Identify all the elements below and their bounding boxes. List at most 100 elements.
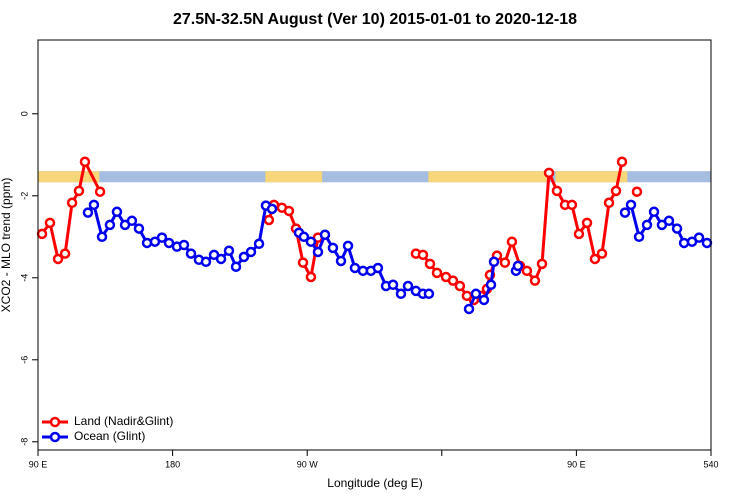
point (543, 167, 555, 179)
point (263, 214, 275, 226)
point (178, 239, 190, 251)
point (551, 185, 563, 197)
point (499, 257, 511, 268)
point (104, 219, 116, 231)
point (402, 280, 414, 292)
point (185, 248, 197, 259)
legend-marker (49, 431, 61, 443)
point (417, 249, 429, 261)
legend-label: Land (Nadir&Glint) (74, 414, 173, 428)
point (245, 246, 257, 258)
plot-frame (37, 39, 712, 451)
legend-marker (49, 416, 61, 428)
point (701, 237, 713, 249)
point (238, 251, 250, 263)
point (200, 256, 212, 268)
point (678, 237, 690, 249)
ocean-band (38, 171, 711, 183)
point (94, 186, 106, 197)
chart-title: 27.5N-32.5N August (Ver 10) 2015-01-01 t… (173, 11, 577, 28)
point (283, 205, 295, 217)
land-band (555, 171, 628, 183)
point (156, 232, 168, 243)
point (223, 245, 235, 256)
point (596, 248, 608, 259)
series (82, 199, 713, 315)
point (305, 236, 317, 247)
point (463, 303, 475, 315)
point (335, 255, 347, 267)
point (529, 275, 541, 286)
point (88, 199, 100, 211)
point (454, 280, 466, 292)
point (36, 228, 48, 240)
legend-label: Ocean (Glint) (74, 429, 145, 443)
point (79, 156, 91, 168)
point (133, 223, 145, 234)
series-line (42, 162, 637, 300)
point (424, 258, 436, 270)
point (633, 231, 645, 243)
y-axis-label: XCO2 - MLO trend (ppm) (0, 178, 13, 313)
point (619, 207, 631, 218)
point (648, 206, 660, 218)
point (387, 279, 399, 291)
point (126, 215, 138, 227)
y-tick-label: -8 (19, 438, 29, 446)
point (327, 242, 339, 254)
point (59, 248, 71, 259)
x-tick-label: 90 E (29, 459, 48, 469)
point (253, 238, 265, 250)
land-band (38, 171, 100, 183)
point (566, 199, 578, 211)
point (372, 262, 384, 274)
series (38, 158, 641, 304)
point (66, 197, 78, 209)
point (431, 267, 443, 279)
point (111, 206, 123, 218)
point (536, 258, 548, 270)
point (319, 229, 331, 240)
y-tick-label: -4 (19, 274, 29, 282)
x-tick-label: 540 (703, 459, 718, 469)
point (305, 271, 317, 283)
point (395, 288, 407, 300)
point (447, 275, 459, 286)
point (298, 231, 310, 243)
point (141, 237, 153, 249)
x-tick-label: 180 (165, 459, 180, 469)
x-axis-label: Longitude (deg E) (327, 476, 422, 490)
point (342, 240, 354, 252)
y-tick-label: -6 (19, 356, 29, 364)
point (616, 156, 628, 168)
x-tick-label: 90 W (297, 459, 319, 469)
point (478, 294, 490, 306)
point (312, 246, 324, 258)
point (506, 236, 518, 247)
y-tick-label: -2 (19, 192, 29, 200)
land-band (428, 171, 548, 183)
point (581, 217, 593, 229)
land-band (265, 171, 323, 183)
point (610, 185, 622, 197)
point (52, 253, 64, 265)
point (163, 237, 175, 249)
point (44, 217, 56, 229)
point (625, 199, 637, 211)
point (641, 219, 653, 231)
point (631, 186, 643, 197)
point (297, 257, 309, 268)
point (82, 207, 94, 218)
point (96, 231, 108, 243)
point (589, 253, 601, 265)
point (512, 260, 524, 272)
point (521, 265, 533, 277)
point (663, 215, 675, 227)
point (349, 262, 361, 274)
point (423, 288, 435, 300)
y-tick-label: 0 (19, 111, 29, 116)
point (488, 256, 500, 268)
point (73, 185, 85, 197)
